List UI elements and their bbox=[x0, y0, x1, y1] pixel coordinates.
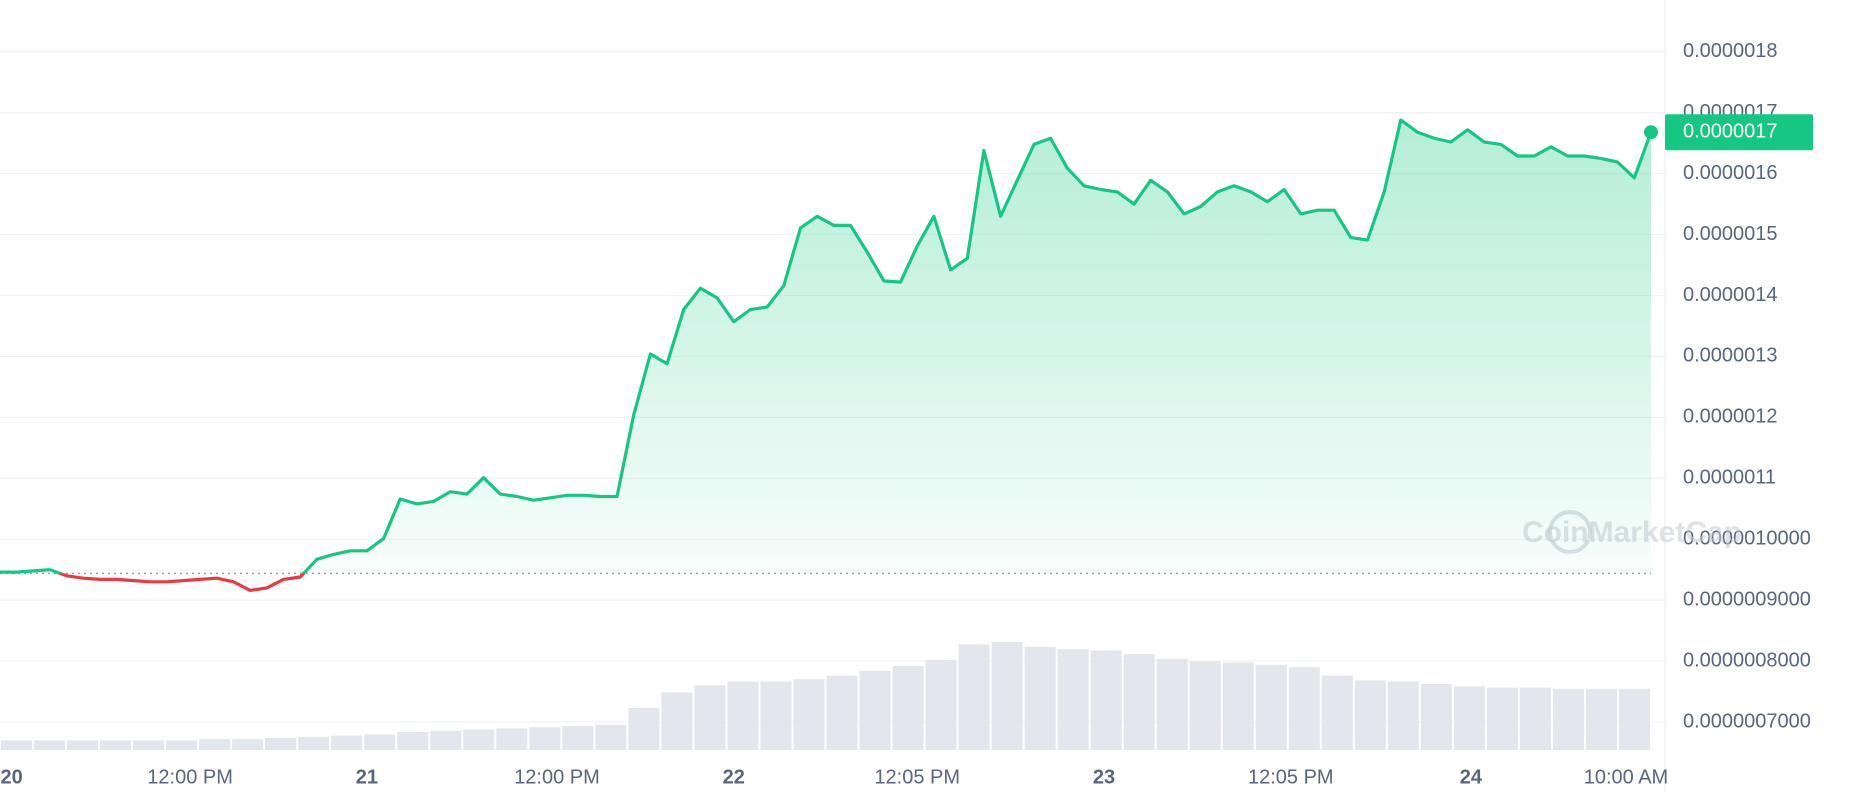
volume-bar bbox=[265, 738, 297, 750]
volume-bar bbox=[67, 740, 99, 750]
volume-bar bbox=[463, 729, 495, 750]
volume-bar bbox=[133, 740, 165, 750]
price-line bbox=[0, 118, 1653, 574]
y-tick-label: 0.0000013 bbox=[1683, 345, 1778, 367]
volume-bar bbox=[793, 679, 825, 750]
volume-bar bbox=[1519, 687, 1551, 750]
volume-bar bbox=[232, 739, 264, 750]
y-tick-label: 0.0000015 bbox=[1683, 223, 1778, 245]
volume-bar bbox=[1156, 658, 1188, 750]
x-tick-label: 21 bbox=[356, 766, 378, 788]
volume-bar bbox=[34, 740, 66, 750]
volume-bar bbox=[1255, 664, 1287, 750]
volume-bar bbox=[727, 681, 759, 750]
volume-bar bbox=[1387, 681, 1419, 750]
y-tick-label: 0.0000009000 bbox=[1683, 588, 1811, 610]
volume-bar bbox=[826, 675, 858, 750]
y-tick-label: 0.0000007000 bbox=[1683, 710, 1811, 732]
x-tick-label: 12:00 PM bbox=[514, 766, 600, 788]
x-tick-label: 22 bbox=[723, 766, 745, 788]
volume-bar bbox=[892, 666, 924, 750]
volume-bar bbox=[1090, 650, 1122, 750]
volume-bar bbox=[199, 739, 231, 750]
volume-bar bbox=[298, 736, 330, 750]
volume-bar bbox=[1057, 649, 1089, 750]
y-tick-label: 0.0000012 bbox=[1683, 406, 1778, 428]
volume-bar bbox=[1420, 684, 1452, 750]
y-tick-label: 0.0000008000 bbox=[1683, 649, 1811, 671]
volume-bar bbox=[694, 685, 726, 750]
volume-bar bbox=[331, 735, 363, 750]
volume-bar bbox=[1189, 661, 1221, 750]
y-tick-label: 0.0000014 bbox=[1683, 284, 1778, 306]
volume-bar bbox=[1222, 662, 1254, 750]
volume-bar bbox=[364, 734, 396, 750]
volume-bar bbox=[1552, 688, 1584, 750]
x-tick-label: 12:05 PM bbox=[874, 766, 960, 788]
volume-bar bbox=[1618, 688, 1650, 750]
volume-bar bbox=[628, 708, 660, 750]
volume-bar bbox=[1288, 667, 1320, 750]
volume-bar bbox=[1486, 687, 1518, 750]
price-tag-label: 0.0000017 bbox=[1683, 120, 1778, 142]
volume-bar bbox=[166, 740, 198, 750]
x-tick-label: 12:05 PM bbox=[1248, 766, 1334, 788]
price-tag bbox=[1665, 114, 1813, 151]
volume-bar bbox=[1453, 686, 1485, 750]
volume-bar bbox=[529, 727, 561, 750]
price-area bbox=[0, 120, 1651, 574]
x-tick-label: 10:00 AM bbox=[1584, 766, 1669, 788]
y-tick-label: 0.0000011 bbox=[1683, 467, 1776, 489]
volume-bar bbox=[958, 644, 990, 750]
volume-bar bbox=[1585, 688, 1617, 750]
volume-bar bbox=[496, 728, 528, 750]
x-tick-label: 23 bbox=[1093, 766, 1115, 788]
volume-bar bbox=[1321, 675, 1353, 750]
volume-bar bbox=[595, 724, 627, 750]
y-tick-label: 0.0000018 bbox=[1683, 40, 1778, 62]
volume-bar bbox=[1024, 646, 1056, 750]
x-tick-label: 12:00 PM bbox=[147, 766, 233, 788]
volume-bar bbox=[430, 730, 462, 750]
y-tick-label: 0.0000016 bbox=[1683, 162, 1778, 184]
volume-bar bbox=[925, 660, 957, 750]
y-tick-label: 0.0000010000 bbox=[1683, 527, 1811, 549]
volume-bar bbox=[100, 740, 132, 750]
volume-bar bbox=[859, 670, 891, 750]
volume-bar bbox=[562, 726, 594, 750]
volume-bar bbox=[397, 732, 429, 750]
price-line-below bbox=[0, 573, 306, 592]
volume-bar bbox=[661, 692, 693, 750]
volume-bar bbox=[760, 681, 792, 750]
volume-bar bbox=[1, 740, 33, 750]
volume-bar bbox=[1354, 680, 1386, 750]
volume-bar bbox=[1123, 654, 1155, 750]
x-tick-label: 24 bbox=[1460, 766, 1483, 788]
last-point bbox=[1644, 125, 1658, 140]
volume-bar bbox=[991, 642, 1023, 750]
x-tick-label: 20 bbox=[1, 766, 23, 788]
